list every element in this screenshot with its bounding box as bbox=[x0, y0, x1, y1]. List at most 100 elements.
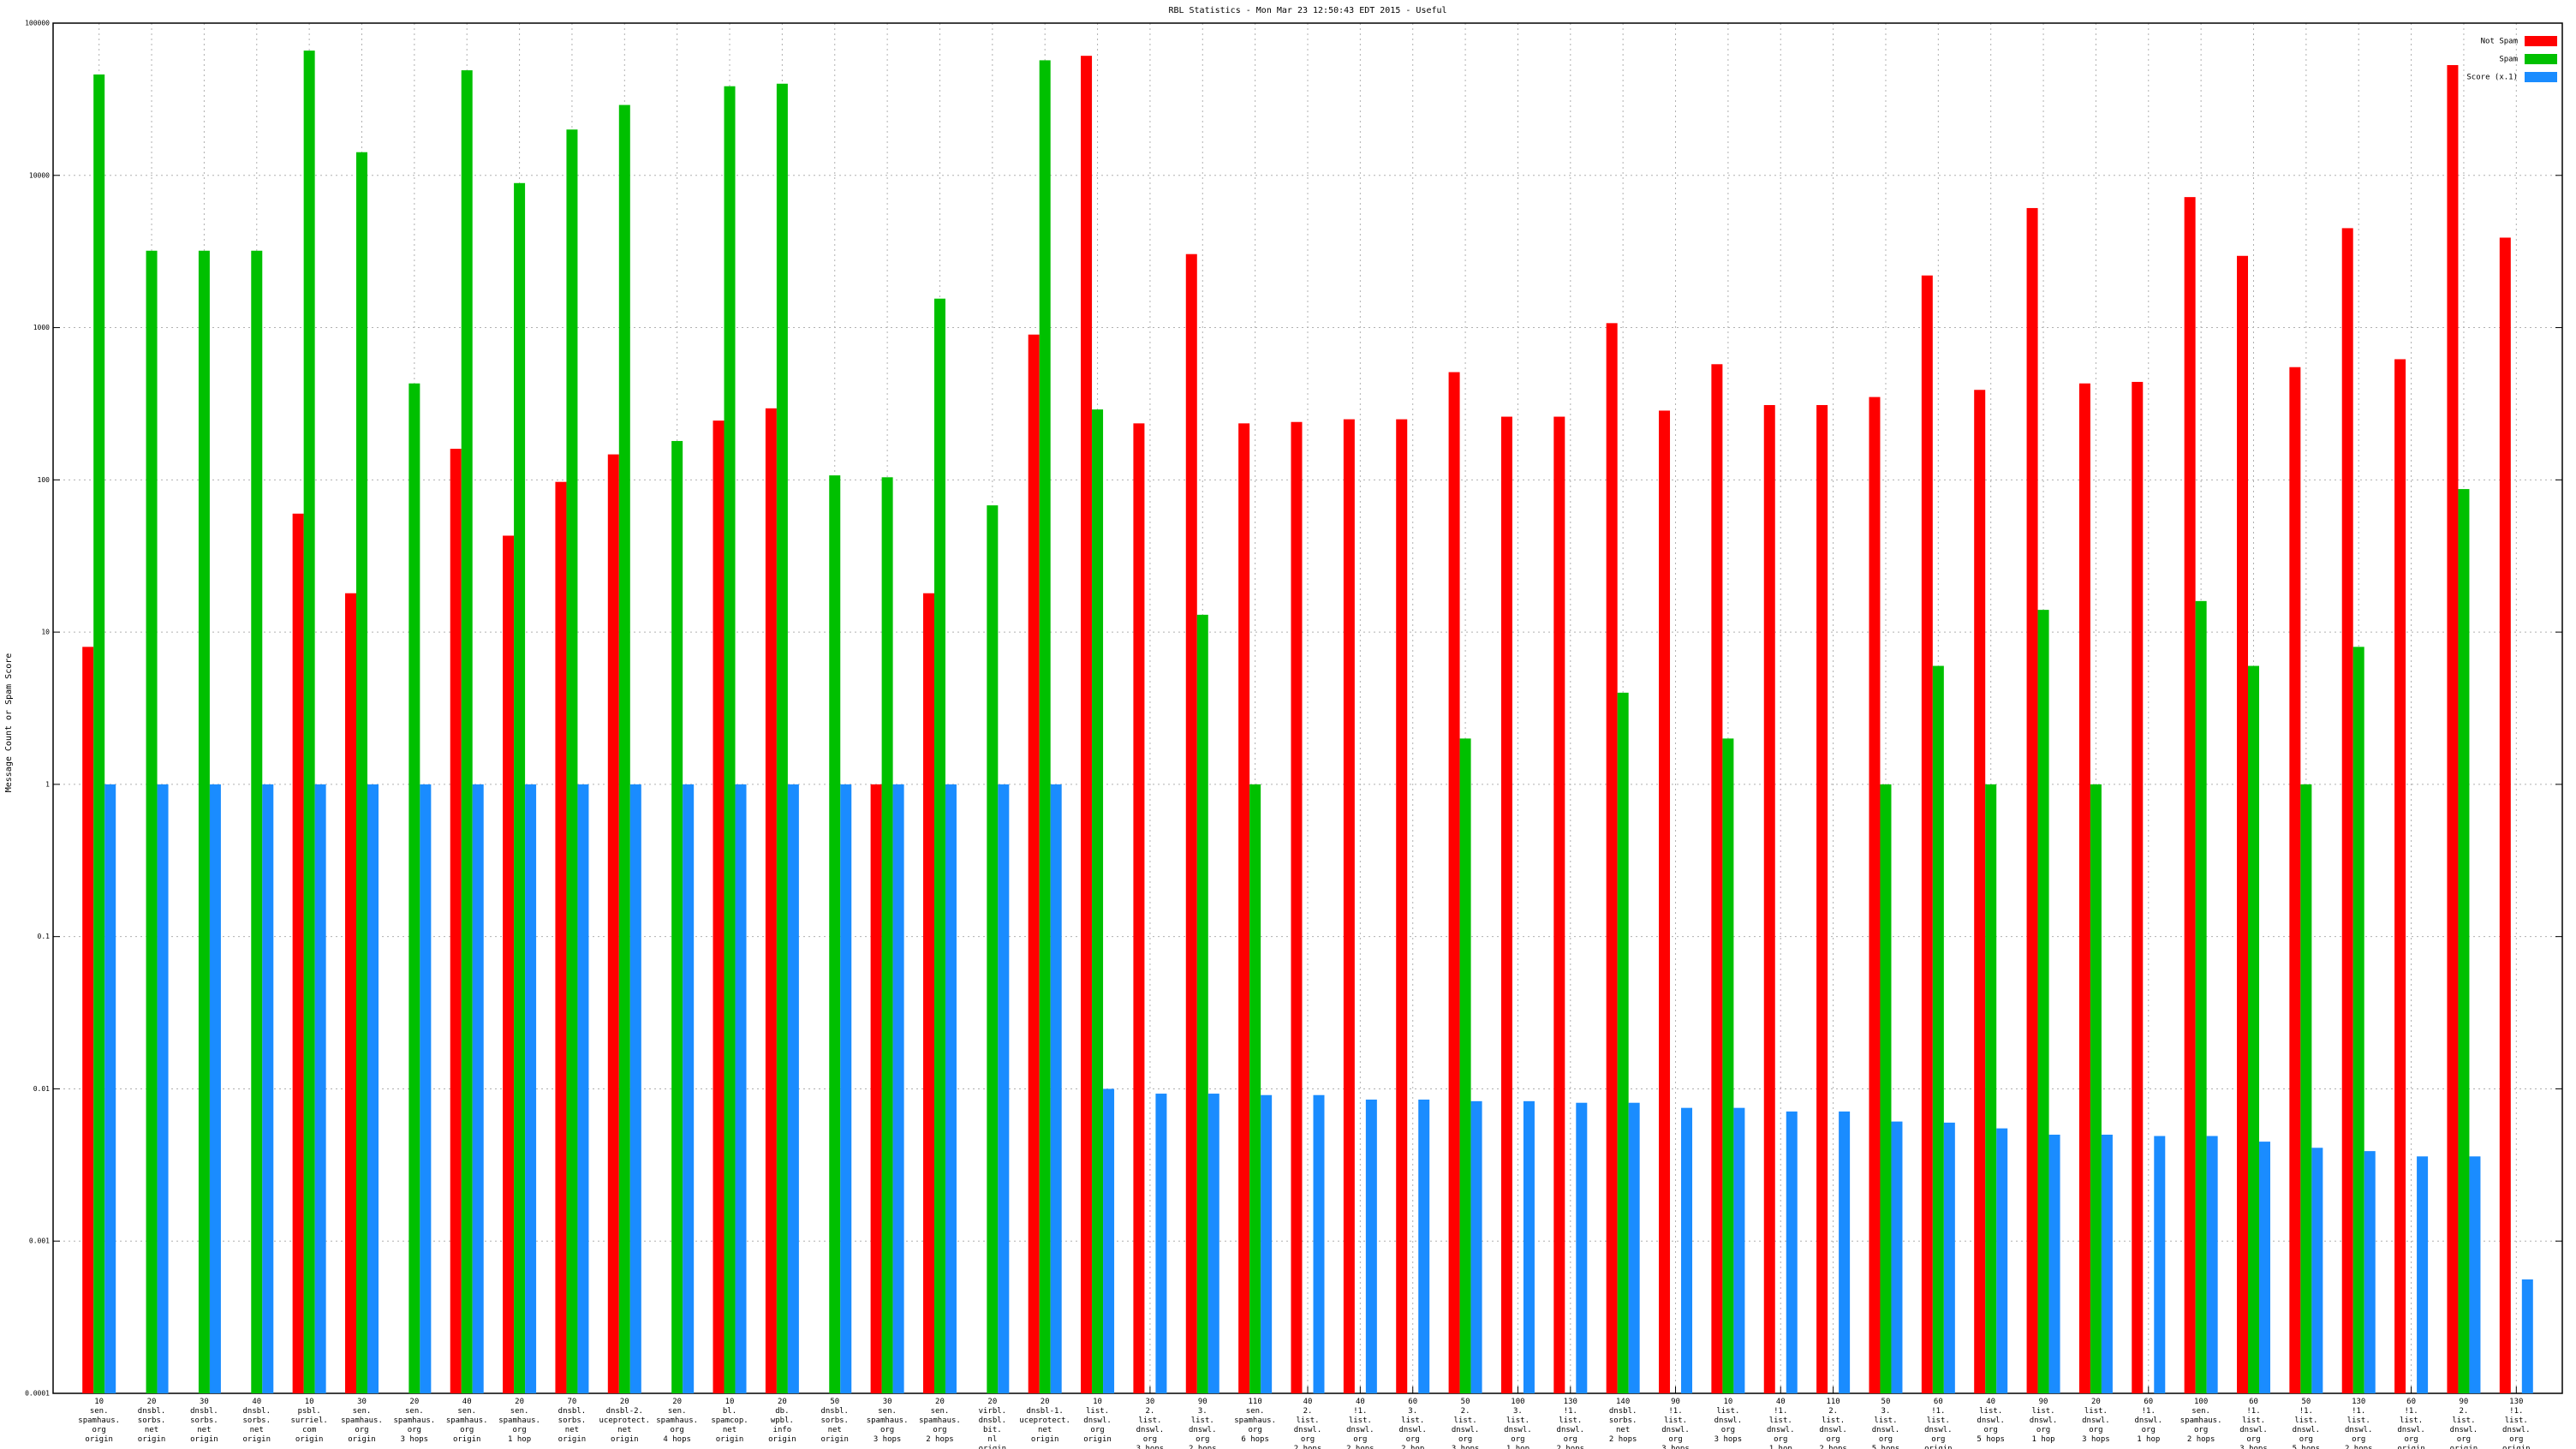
bar bbox=[765, 408, 777, 1393]
bar bbox=[933, 298, 945, 1394]
bar bbox=[472, 784, 484, 1393]
bar bbox=[892, 784, 904, 1393]
bar bbox=[1103, 1088, 1115, 1393]
y-tick-label: 0.001 bbox=[29, 1237, 50, 1245]
bar bbox=[1155, 1094, 1167, 1393]
x-tick-label: 110 sen. spamhaus. org 6 hops bbox=[1234, 1398, 1277, 1444]
bar bbox=[2458, 489, 2470, 1393]
x-tick-label: 20 dnsbl. sorbs. net origin bbox=[137, 1398, 166, 1444]
bar bbox=[2078, 383, 2090, 1394]
bar bbox=[2499, 237, 2511, 1393]
bar bbox=[2206, 1136, 2218, 1393]
bar bbox=[713, 420, 724, 1394]
bar bbox=[1523, 1100, 1535, 1393]
legend-swatch bbox=[2525, 36, 2557, 46]
bar bbox=[1396, 419, 1408, 1394]
y-tick-label: 1000 bbox=[33, 324, 50, 331]
bar bbox=[2237, 255, 2249, 1393]
x-tick-label: 20 sen. spamhaus. org 3 hops bbox=[393, 1398, 436, 1444]
bar bbox=[870, 784, 882, 1393]
bar bbox=[1891, 1121, 1903, 1393]
bar bbox=[1092, 409, 1104, 1393]
bar bbox=[2300, 784, 2312, 1393]
bar bbox=[1839, 1111, 1851, 1393]
x-tick-label: 90 !1. list. dnswl. org 3 hops bbox=[1661, 1398, 1690, 1449]
bar bbox=[1763, 404, 1775, 1394]
bar bbox=[503, 535, 515, 1393]
bar bbox=[724, 86, 736, 1393]
bar bbox=[2195, 600, 2207, 1393]
x-tick-label: 20 sen. spamhaus. org 1 hop bbox=[498, 1398, 540, 1444]
x-tick-label: 30 2. list. dnswl. org 3 hops bbox=[1136, 1398, 1165, 1449]
x-tick-label: 10 sen. spamhaus. org origin bbox=[78, 1398, 121, 1444]
bar bbox=[420, 784, 432, 1393]
bar bbox=[146, 250, 158, 1394]
bar bbox=[1196, 614, 1208, 1393]
bar bbox=[198, 250, 210, 1394]
bar bbox=[1659, 410, 1671, 1393]
x-tick-label: 20 sen. spamhaus. org 2 hops bbox=[919, 1398, 961, 1444]
bar bbox=[408, 383, 420, 1394]
bar bbox=[1869, 397, 1881, 1394]
bar bbox=[1921, 275, 1933, 1393]
bar bbox=[1932, 665, 1944, 1393]
bar bbox=[607, 454, 619, 1393]
bar bbox=[525, 784, 537, 1393]
bar bbox=[735, 784, 747, 1393]
x-tick-label: 20 dnsbl-2. uceprotect. net origin bbox=[599, 1398, 651, 1444]
legend-swatch bbox=[2525, 54, 2557, 64]
x-tick-label: 40 list. dnswl. org 5 hops bbox=[1977, 1398, 2005, 1444]
bar bbox=[1553, 416, 1565, 1393]
x-tick-label: 90 3. list. dnswl. org 2 hops bbox=[1189, 1398, 1217, 1449]
bar bbox=[987, 505, 999, 1393]
x-tick-label: 30 dnsbl. sorbs. net origin bbox=[190, 1398, 218, 1444]
x-tick-label: 60 !1. list. dnswl. org origin bbox=[1924, 1398, 1953, 1449]
bar bbox=[1238, 423, 1250, 1393]
bar bbox=[1711, 364, 1723, 1394]
bar bbox=[1418, 1099, 1430, 1393]
bar bbox=[2394, 359, 2406, 1393]
legend-label: Score (x.1) bbox=[2466, 74, 2518, 82]
x-tick-label: 100 sen. spamhaus. org 2 hops bbox=[2179, 1398, 2222, 1444]
bar bbox=[2417, 1156, 2429, 1393]
bar bbox=[1628, 1102, 1640, 1393]
x-tick-label: 30 sen. spamhaus. org 3 hops bbox=[866, 1398, 909, 1444]
bar bbox=[1996, 1128, 2008, 1393]
bar bbox=[2132, 381, 2144, 1393]
bar bbox=[2154, 1136, 2166, 1393]
bar bbox=[1291, 421, 1303, 1393]
x-tick-label: 110 2. list. dnswl. org 2 hops bbox=[1819, 1398, 1847, 1449]
bar bbox=[1343, 419, 1355, 1394]
bar bbox=[514, 182, 526, 1393]
bar bbox=[2259, 1142, 2271, 1393]
bar bbox=[1985, 784, 1997, 1393]
x-tick-label: 20 sen. spamhaus. org 4 hops bbox=[656, 1398, 699, 1444]
bar bbox=[1733, 1107, 1745, 1393]
legend-swatch bbox=[2525, 72, 2557, 82]
x-tick-label: 40 !1. list. dnswl. org 2 hops bbox=[1346, 1398, 1374, 1449]
x-tick-label: 130 !1. list. dnswl. org 2 hops bbox=[2344, 1398, 2373, 1449]
legend-label: Not Spam bbox=[2481, 38, 2518, 46]
x-tick-label: 20 db. wpbl. info origin bbox=[768, 1398, 796, 1444]
bar bbox=[82, 647, 94, 1393]
x-tick-label: 20 list. dnswl. org 3 hops bbox=[2082, 1398, 2110, 1444]
legend-label: Spam bbox=[2499, 56, 2518, 64]
x-tick-label: 20 virbl. dnsbl. bit. nl origin bbox=[978, 1398, 1007, 1449]
x-tick-label: 50 3. list. dnswl. org 5 hops bbox=[1871, 1398, 1900, 1449]
bar bbox=[1974, 390, 1986, 1394]
bar bbox=[2311, 1148, 2323, 1393]
bar bbox=[1617, 692, 1629, 1393]
x-tick-label: 50 !1. list. dnswl. org 5 hops bbox=[2292, 1398, 2321, 1449]
bar bbox=[2341, 228, 2353, 1393]
bar bbox=[1470, 1100, 1482, 1393]
bar bbox=[2447, 65, 2459, 1394]
x-tick-label: 50 dnsbl. sorbs. net origin bbox=[820, 1398, 849, 1444]
x-tick-label: 40 !1. list. dnswl. org 1 hop bbox=[1766, 1398, 1795, 1449]
bar bbox=[2026, 207, 2038, 1393]
bar bbox=[922, 593, 934, 1393]
bar bbox=[1050, 784, 1062, 1393]
x-tick-label: 60 !1. list. dnswl. org 3 hops bbox=[2239, 1398, 2268, 1449]
bar bbox=[671, 440, 683, 1393]
x-tick-label: 100 3. list. dnswl. org 1 hop bbox=[1504, 1398, 1532, 1449]
bar bbox=[840, 784, 852, 1393]
